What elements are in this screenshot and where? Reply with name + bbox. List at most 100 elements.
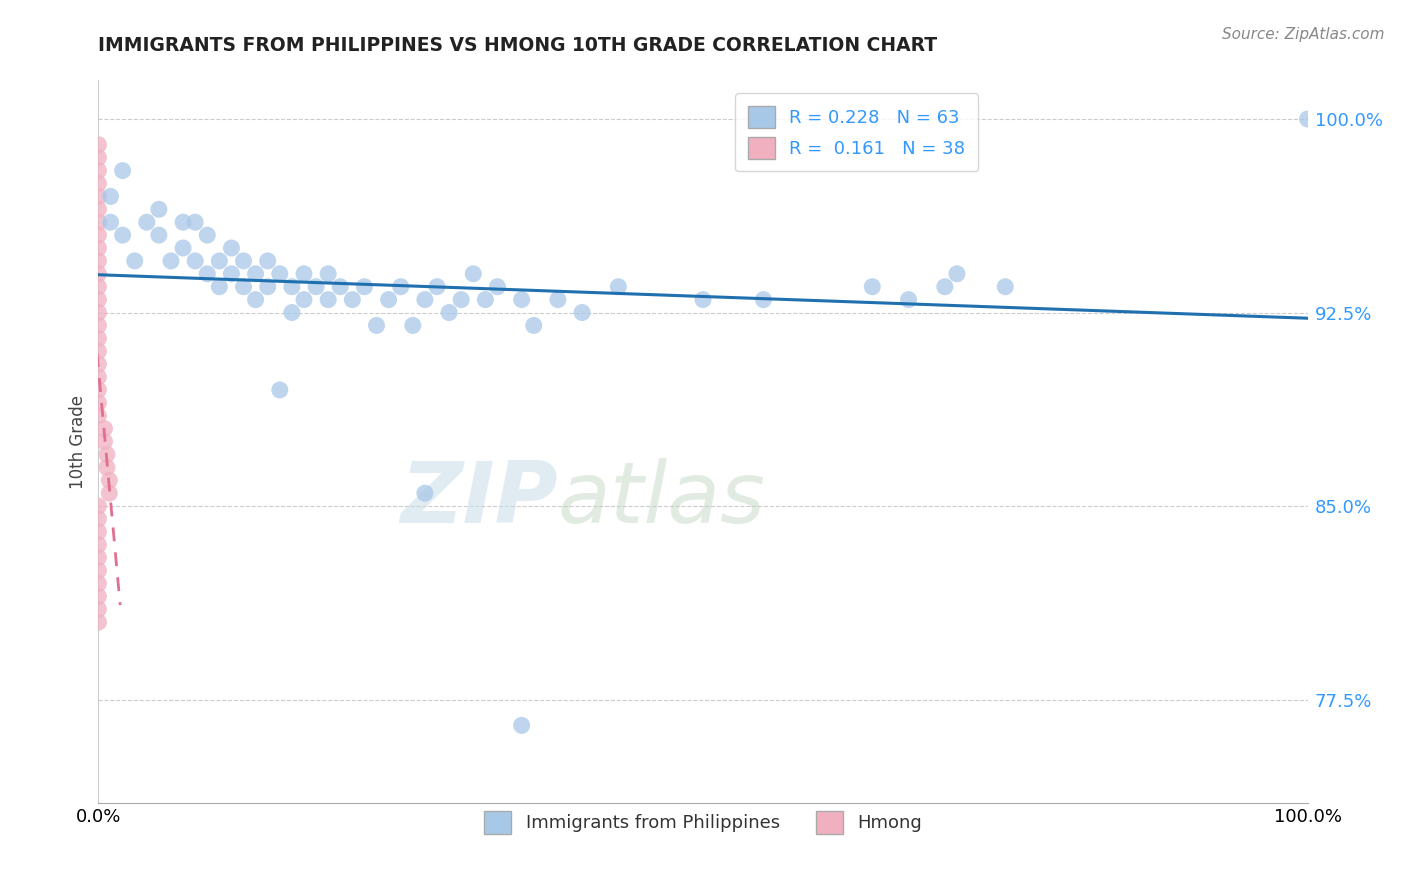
Point <box>87 189 110 203</box>
Point <box>305 279 328 293</box>
Point <box>897 293 920 307</box>
Point <box>148 202 170 217</box>
Point <box>256 279 278 293</box>
Point <box>87 151 110 165</box>
Point <box>316 293 339 307</box>
Point <box>316 267 339 281</box>
Point <box>523 318 546 333</box>
Point <box>486 279 509 293</box>
Point <box>269 267 291 281</box>
Point <box>692 293 714 307</box>
Point <box>195 228 218 243</box>
Point <box>245 293 267 307</box>
Point <box>93 422 115 436</box>
Point <box>292 267 315 281</box>
Point <box>342 293 364 307</box>
Point <box>87 615 110 630</box>
Point <box>994 279 1017 293</box>
Point <box>87 163 110 178</box>
Text: atlas: atlas <box>558 458 766 541</box>
Point <box>547 293 569 307</box>
Point <box>353 279 375 293</box>
Point <box>510 293 533 307</box>
Point <box>184 215 207 229</box>
Point <box>232 253 254 268</box>
Point <box>208 279 231 293</box>
Point <box>87 344 110 359</box>
Point <box>87 576 110 591</box>
Point <box>281 279 304 293</box>
Point <box>124 253 146 268</box>
Point <box>221 267 243 281</box>
Point <box>366 318 388 333</box>
Point <box>245 267 267 281</box>
Point <box>281 305 304 319</box>
Point <box>377 293 399 307</box>
Point <box>87 215 110 229</box>
Point <box>413 293 436 307</box>
Point <box>160 253 183 268</box>
Point <box>87 383 110 397</box>
Point <box>87 137 110 152</box>
Point <box>87 228 110 243</box>
Point <box>87 524 110 539</box>
Text: IMMIGRANTS FROM PHILIPPINES VS HMONG 10TH GRADE CORRELATION CHART: IMMIGRANTS FROM PHILIPPINES VS HMONG 10T… <box>98 36 938 54</box>
Point <box>87 267 110 281</box>
Point <box>135 215 157 229</box>
Point <box>111 228 134 243</box>
Point <box>510 718 533 732</box>
Point <box>450 293 472 307</box>
Point <box>87 253 110 268</box>
Point <box>208 253 231 268</box>
Point <box>87 293 110 307</box>
Point <box>87 538 110 552</box>
Point <box>100 189 122 203</box>
Text: ZIP: ZIP <box>401 458 558 541</box>
Point <box>752 293 775 307</box>
Point <box>474 293 496 307</box>
Point <box>87 409 110 423</box>
Point <box>172 215 194 229</box>
Point <box>87 396 110 410</box>
Y-axis label: 10th Grade: 10th Grade <box>69 394 87 489</box>
Point <box>426 279 449 293</box>
Point <box>860 279 883 293</box>
Point <box>87 241 110 255</box>
Point <box>184 253 207 268</box>
Point <box>87 370 110 384</box>
Point <box>100 215 122 229</box>
Point <box>87 499 110 513</box>
Point <box>148 228 170 243</box>
Point <box>98 473 121 487</box>
Point <box>87 279 110 293</box>
Point <box>87 550 110 565</box>
Point <box>437 305 460 319</box>
Point <box>87 512 110 526</box>
Point <box>96 447 118 461</box>
Point <box>172 241 194 255</box>
Point <box>221 241 243 255</box>
Point <box>232 279 254 293</box>
Point <box>87 590 110 604</box>
Point <box>934 279 956 293</box>
Point <box>87 357 110 371</box>
Point <box>87 602 110 616</box>
Point <box>463 267 485 281</box>
Point <box>946 267 969 281</box>
Point <box>413 486 436 500</box>
Point <box>571 305 593 319</box>
Text: Source: ZipAtlas.com: Source: ZipAtlas.com <box>1222 27 1385 42</box>
Point <box>87 564 110 578</box>
Legend: Immigrants from Philippines, Hmong: Immigrants from Philippines, Hmong <box>477 805 929 841</box>
Point <box>87 177 110 191</box>
Point <box>256 253 278 268</box>
Point <box>402 318 425 333</box>
Point <box>87 305 110 319</box>
Point <box>195 267 218 281</box>
Point <box>329 279 352 293</box>
Point <box>389 279 412 293</box>
Point <box>98 486 121 500</box>
Point <box>292 293 315 307</box>
Point <box>87 318 110 333</box>
Point <box>111 163 134 178</box>
